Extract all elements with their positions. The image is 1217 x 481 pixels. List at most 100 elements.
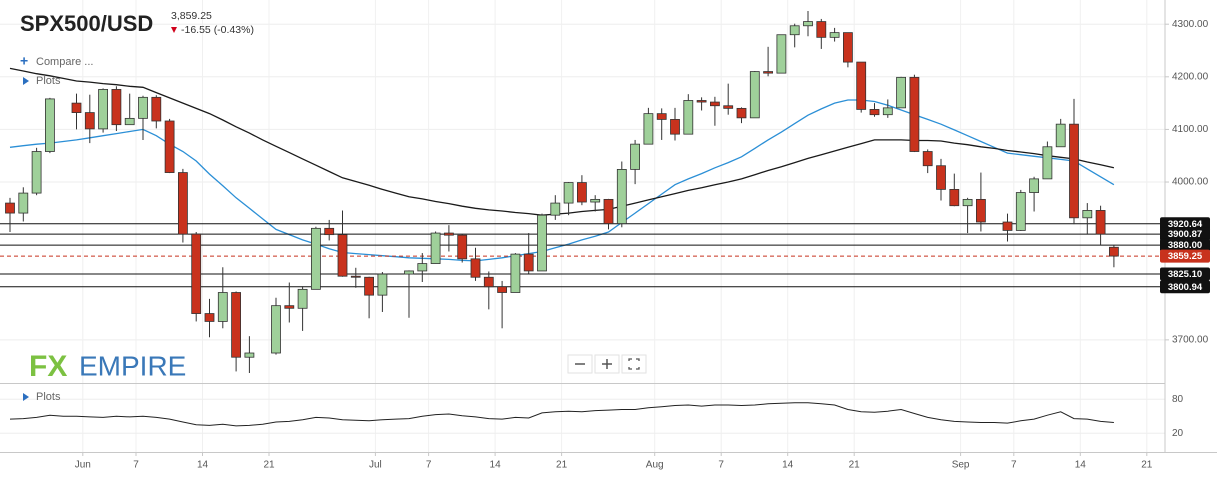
candle-body [191,233,202,314]
candle-body [723,105,734,109]
x-tick-label: Jul [369,460,382,471]
plots-button[interactable]: Plots [36,75,61,87]
candle-body [936,165,946,190]
candle-body [177,172,188,235]
candle-body [856,61,867,110]
candle-body [1002,221,1013,231]
candle-body [909,76,920,152]
current-price-badge [1160,249,1210,263]
plots-toggle-icon[interactable] [23,77,29,85]
current-price-label: 3859.25 [1168,251,1203,262]
y-tick-label: 4200.00 [1172,71,1209,82]
candle-body [204,313,215,322]
x-tick-label: 14 [197,460,209,471]
x-tick-label: Aug [646,460,664,471]
candle-body [590,198,601,203]
x-tick-label: Sep [952,460,970,471]
axes: 3700.00 4000.00 4100.00 4200.00 4300.00 Jun 7 1… [0,0,1217,471]
candle-body [643,113,654,145]
level-badge [1160,238,1210,252]
grid [0,0,1165,452]
logo-empire: EMPIRE [79,350,186,381]
candle-body [763,71,773,74]
zoom-controls [567,354,647,374]
reset-button[interactable] [621,354,647,374]
indicator-tick-label: 80 [1172,394,1184,405]
x-tick-label: 14 [1075,460,1087,471]
candle-body [310,227,321,290]
candle-body [98,89,108,130]
level-badge [1160,227,1210,241]
x-tick-label: 21 [263,460,275,471]
level-label: 3825.10 [1168,269,1202,280]
candle-body [776,34,787,74]
candle-body [18,192,29,214]
x-tick-label: Jun [75,460,91,471]
candle-body [550,202,561,216]
candle-body [603,198,614,224]
candle-body [244,352,255,358]
candle-body [271,305,281,354]
level-badge [1160,267,1210,281]
candle-body [417,263,428,272]
candle-body [111,89,122,126]
candle-body [1055,123,1066,148]
x-tick-label: 7 [718,460,724,471]
candle-body [124,117,135,126]
moving-average-line [9,99,1115,262]
candle-body [1015,192,1026,231]
candle-body [922,151,933,167]
candle-body [297,288,308,309]
x-tick-label: 21 [1141,460,1153,471]
candle-body [5,202,15,214]
compare-button[interactable]: Compare ... [36,56,93,68]
candle-body [962,198,973,207]
candle-body [71,102,82,113]
down-arrow-icon [171,27,177,33]
x-tick-label: 21 [556,460,568,471]
candle-body [284,305,295,309]
indicator-toggle-icon[interactable] [23,393,29,401]
candle-body [138,96,148,119]
candle-body [1082,210,1093,219]
y-tick-label: 4000.00 [1172,177,1209,188]
candle-body [616,169,627,224]
candle-body [483,276,494,288]
level-badge [1160,217,1210,231]
compare-icon[interactable]: + [20,53,28,69]
candle-body [45,98,55,152]
candle-body [443,232,454,236]
candle-body [829,32,840,38]
candle-body [523,253,534,272]
candle-body [656,113,667,120]
candle-body [789,25,800,36]
candle-body [630,143,640,170]
x-tick-label: 14 [490,460,502,471]
candle-body [696,100,707,103]
candle-body [1095,210,1106,235]
level-label: 3800.94 [1168,282,1203,293]
candle-body [430,232,441,264]
candle-body [457,234,468,260]
price-change: -16.55 (-0.43%) [181,24,254,36]
indicator-line [9,402,1114,427]
candle-body [231,292,242,358]
candle-body [84,112,95,130]
candle-body [803,21,813,27]
candle-body [1069,123,1079,219]
candle-body [563,182,574,204]
symbol-title: SPX500/USD [20,11,153,36]
candle-body [949,188,960,207]
candle-body [337,234,348,277]
indicator [9,402,1114,427]
y-tick-label: 4100.00 [1172,124,1209,135]
candle-body [377,273,388,296]
x-tick-label: 7 [1011,460,1017,471]
candle-body [1042,146,1053,180]
candle-body [882,107,893,116]
last-price: 3,859.25 [171,10,212,22]
candle-body [1029,178,1039,193]
moving-average-line [9,67,1115,216]
